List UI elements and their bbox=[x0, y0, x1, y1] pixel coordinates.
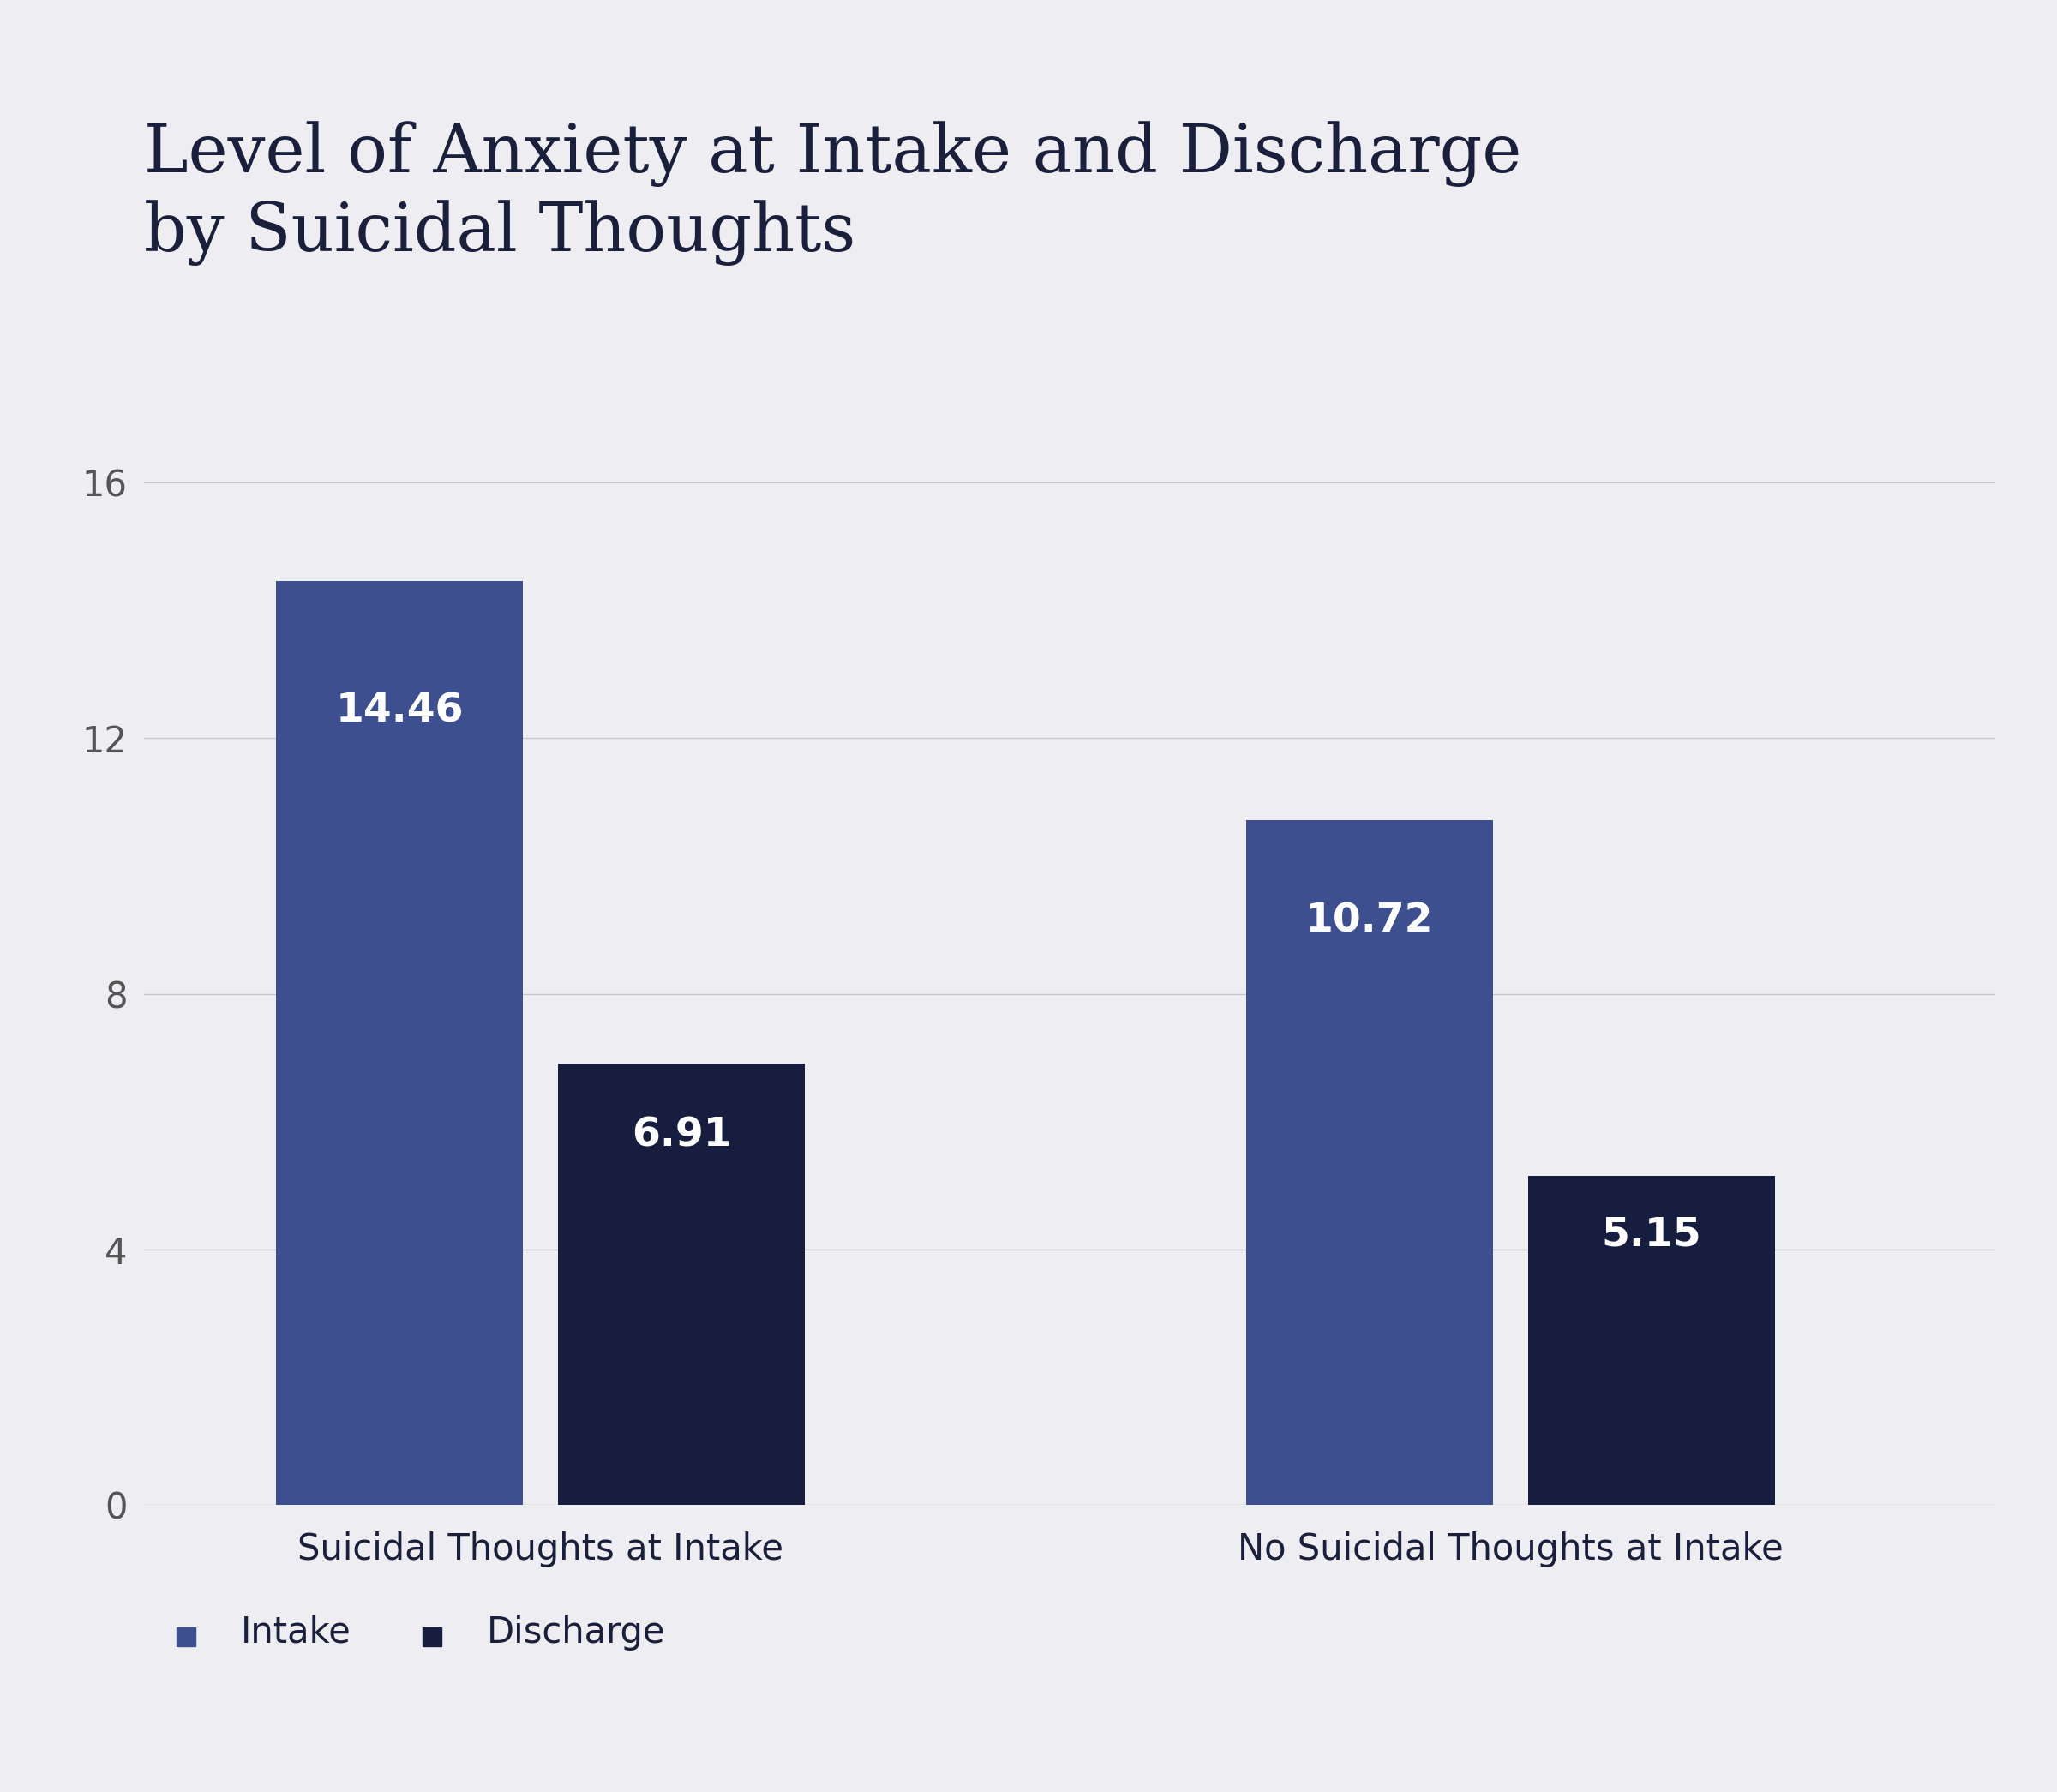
Text: Level of Anxiety at Intake and Discharge
by Suicidal Thoughts: Level of Anxiety at Intake and Discharge… bbox=[144, 122, 1522, 265]
Bar bbox=[557, 1063, 804, 1505]
Legend: Intake, Discharge: Intake, Discharge bbox=[163, 1600, 679, 1665]
Bar bbox=[276, 581, 522, 1505]
Text: 6.91: 6.91 bbox=[631, 1116, 732, 1156]
Text: 10.72: 10.72 bbox=[1306, 901, 1434, 941]
Bar bbox=[1247, 821, 1493, 1505]
Bar bbox=[1528, 1176, 1775, 1505]
Text: 5.15: 5.15 bbox=[1602, 1215, 1701, 1254]
Text: 14.46: 14.46 bbox=[335, 692, 463, 731]
